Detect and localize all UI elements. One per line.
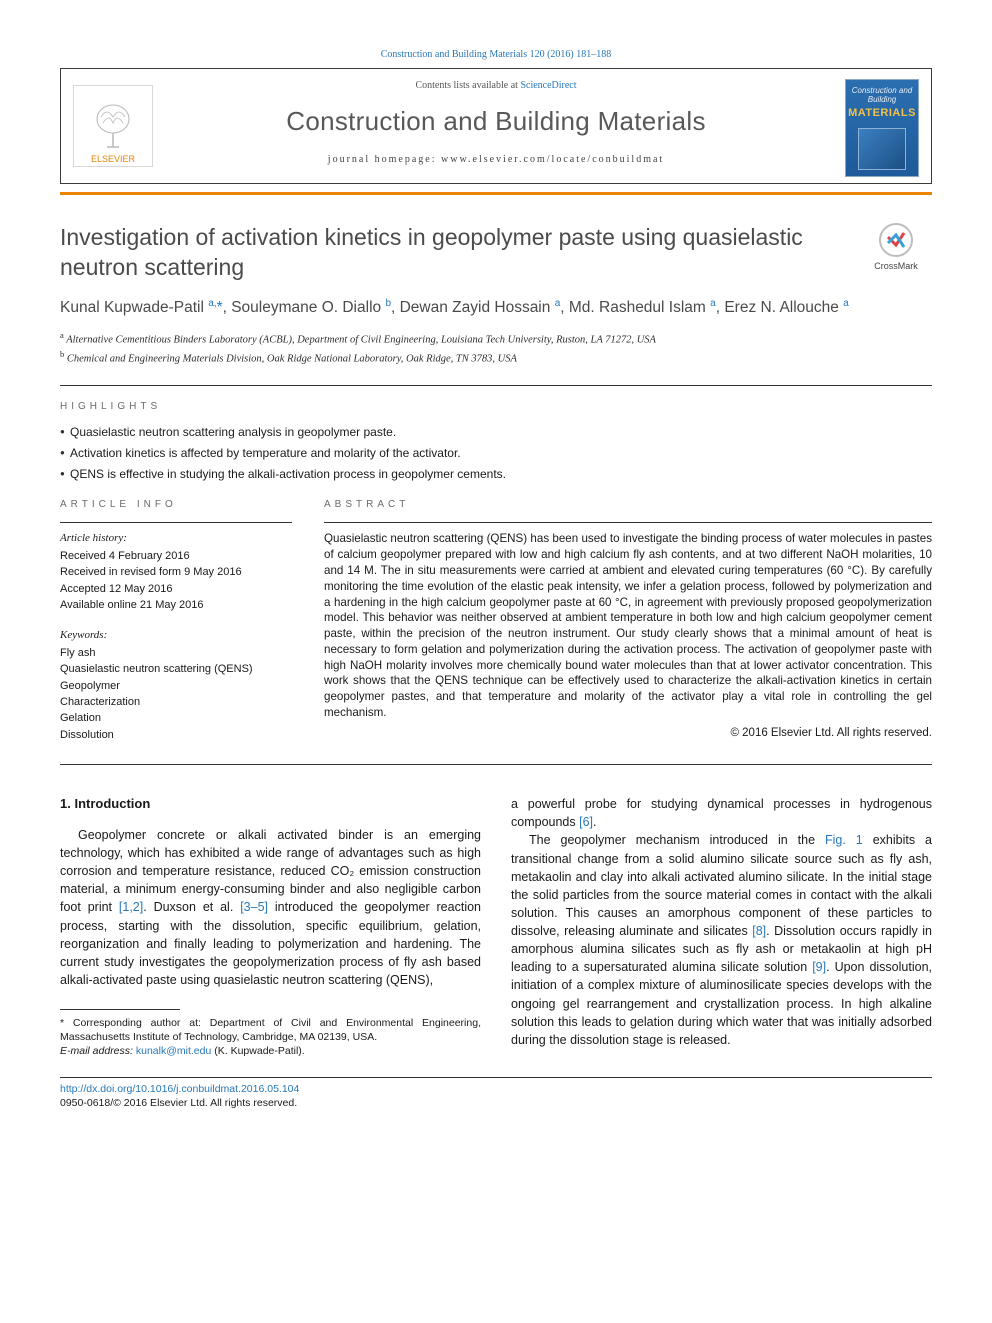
- history-line: Received in revised form 9 May 2016: [60, 565, 292, 580]
- body-column-left: 1. Introduction Geopolymer concrete or a…: [60, 795, 481, 1058]
- keyword-line: Dissolution: [60, 728, 292, 743]
- email-who: (K. Kupwade-Patil).: [214, 1045, 304, 1057]
- affiliations: a Alternative Cementitious Binders Labor…: [60, 330, 932, 367]
- article-info-heading: ARTICLE INFO: [60, 498, 292, 512]
- highlights-list: Quasielastic neutron scattering analysis…: [60, 424, 932, 482]
- article-info-column: ARTICLE INFO Article history: Received 4…: [60, 498, 292, 744]
- journal-header-card: ELSEVIER Construction and Building MATER…: [60, 68, 932, 184]
- orange-divider: [60, 192, 932, 195]
- keyword-line: Quasielastic neutron scattering (QENS): [60, 662, 292, 677]
- journal-cover-thumbnail: Construction and Building MATERIALS: [845, 79, 919, 177]
- rule-above-body: [60, 764, 932, 765]
- highlight-item: Quasielastic neutron scattering analysis…: [60, 424, 932, 441]
- crossmark-badge[interactable]: CrossMark: [860, 223, 932, 273]
- corresponding-author-email-line: E-mail address: kunalk@mit.edu (K. Kupwa…: [60, 1044, 481, 1058]
- article-history-heading: Article history:: [60, 531, 292, 546]
- doi-link[interactable]: http://dx.doi.org/10.1016/j.conbuildmat.…: [60, 1083, 299, 1095]
- journal-name: Construction and Building Materials: [181, 103, 811, 139]
- rule-above-highlights: [60, 385, 932, 386]
- elsevier-tree-icon: [89, 97, 137, 151]
- highlight-item: QENS is effective in studying the alkali…: [60, 466, 932, 483]
- citation-line: Construction and Building Materials 120 …: [60, 48, 932, 62]
- contents-available-line: Contents lists available at ScienceDirec…: [181, 79, 811, 93]
- cover-title-word: MATERIALS: [848, 106, 916, 121]
- footnote-separator: [60, 1009, 180, 1010]
- crossmark-icon: [879, 223, 913, 257]
- email-label: E-mail address:: [60, 1045, 133, 1057]
- contents-prefix: Contents lists available at: [415, 80, 520, 91]
- article-title: Investigation of activation kinetics in …: [60, 223, 840, 282]
- elsevier-logo: ELSEVIER: [73, 85, 153, 167]
- keyword-line: Fly ash: [60, 646, 292, 661]
- history-line: Accepted 12 May 2016: [60, 582, 292, 597]
- highlights-heading: HIGHLIGHTS: [60, 400, 932, 414]
- introduction-heading: 1. Introduction: [60, 795, 481, 814]
- issn-line: 0950-0618/© 2016 Elsevier Ltd. All right…: [60, 1096, 932, 1111]
- corresponding-author-footnote: * Corresponding author at: Department of…: [60, 1016, 481, 1059]
- history-line: Available online 21 May 2016: [60, 598, 292, 613]
- email-link[interactable]: kunalk@mit.edu: [136, 1045, 211, 1057]
- abstract-column: ABSTRACT Quasielastic neutron scattering…: [324, 498, 932, 744]
- cover-subtitle: Construction and Building: [850, 86, 914, 104]
- highlight-item: Activation kinetics is affected by tempe…: [60, 445, 932, 462]
- sciencedirect-link[interactable]: ScienceDirect: [520, 80, 576, 91]
- elsevier-logo-text: ELSEVIER: [91, 153, 135, 166]
- abstract-text: Quasielastic neutron scattering (QENS) h…: [324, 531, 932, 720]
- journal-homepage-line: journal homepage: www.elsevier.com/locat…: [181, 153, 811, 167]
- intro-paragraph-2a: a powerful probe for studying dynamical …: [511, 795, 932, 831]
- body-column-right: a powerful probe for studying dynamical …: [511, 795, 932, 1058]
- bottom-rule: [60, 1077, 932, 1078]
- corresponding-author-text: * Corresponding author at: Department of…: [60, 1016, 481, 1044]
- affiliation-line: a Alternative Cementitious Binders Labor…: [60, 330, 932, 348]
- keyword-line: Geopolymer: [60, 679, 292, 694]
- crossmark-label: CrossMark: [874, 260, 918, 273]
- keywords-heading: Keywords:: [60, 628, 292, 643]
- intro-paragraph-2b: The geopolymer mechanism introduced in t…: [511, 831, 932, 1049]
- abstract-copyright: © 2016 Elsevier Ltd. All rights reserved…: [324, 725, 932, 741]
- abstract-heading: ABSTRACT: [324, 498, 932, 512]
- cover-image-placeholder: [858, 128, 906, 170]
- keyword-line: Characterization: [60, 695, 292, 710]
- author-list: Kunal Kupwade-Patil a,*, Souleymane O. D…: [60, 296, 932, 319]
- intro-paragraph-1: Geopolymer concrete or alkali activated …: [60, 826, 481, 989]
- history-line: Received 4 February 2016: [60, 549, 292, 564]
- affiliation-line: b Chemical and Engineering Materials Div…: [60, 349, 932, 367]
- keyword-line: Gelation: [60, 711, 292, 726]
- doi-line: http://dx.doi.org/10.1016/j.conbuildmat.…: [60, 1082, 932, 1097]
